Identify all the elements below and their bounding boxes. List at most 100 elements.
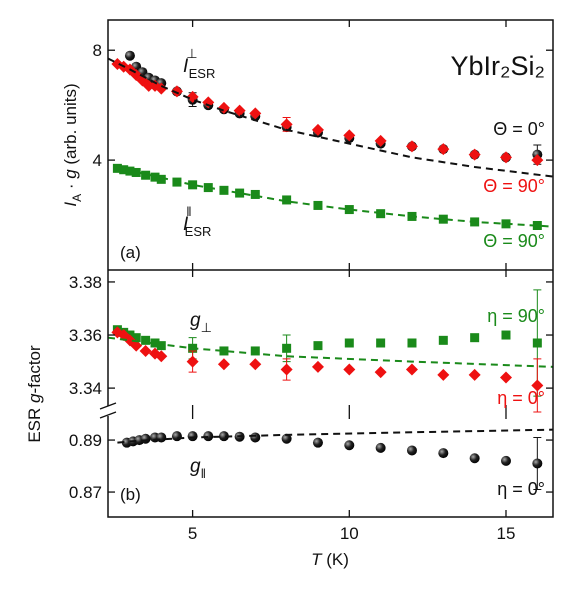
- data-point: [170, 85, 183, 98]
- data-point: [249, 358, 262, 371]
- data-point: [186, 355, 199, 368]
- data-point: [437, 143, 450, 156]
- data-point: [233, 104, 246, 117]
- data-point: [156, 341, 166, 351]
- data-point: [374, 366, 387, 379]
- data-point: [375, 442, 386, 453]
- x-tick-label: 5: [188, 524, 197, 543]
- data-point: [235, 188, 245, 198]
- fit-line: [114, 166, 554, 228]
- fit-line: [117, 428, 554, 444]
- y-tick-label: 4: [93, 151, 102, 170]
- data-point: [499, 151, 512, 164]
- y-tick-label: 3.34: [69, 379, 102, 398]
- data-point: [119, 165, 129, 175]
- data-point: [407, 338, 417, 348]
- data-point: [312, 437, 323, 448]
- data-point: [281, 433, 292, 444]
- data-point: [156, 174, 166, 184]
- chart-title: YbIr₂Si₂: [451, 51, 546, 81]
- y-tick-label: 0.87: [69, 483, 102, 502]
- data-point: [282, 343, 292, 353]
- data-point: [532, 338, 542, 348]
- data-point: [280, 363, 293, 376]
- data-point: [344, 440, 355, 451]
- data-point: [470, 333, 480, 343]
- annotation: Iǁ ESR: [183, 204, 211, 239]
- data-point: [311, 360, 324, 373]
- data-point: [250, 346, 260, 356]
- data-point: [150, 338, 160, 348]
- x-tick-label: 15: [497, 524, 516, 543]
- data-point: [438, 448, 449, 459]
- data-point: [405, 140, 418, 153]
- data-point: [438, 335, 448, 345]
- data-point: [142, 79, 155, 92]
- data-point: [219, 346, 229, 356]
- frame: [107, 19, 554, 518]
- data-point: [250, 189, 260, 199]
- data-point: [343, 363, 356, 376]
- data-point: [438, 214, 448, 224]
- legend-label: Θ = 90°: [483, 231, 545, 251]
- data-point: [156, 432, 167, 443]
- data-point: [218, 431, 229, 442]
- data-point: [469, 453, 480, 464]
- y-tick-label: 3.38: [69, 273, 102, 292]
- data-point: [217, 101, 230, 114]
- data-point: [501, 330, 511, 340]
- data-point: [531, 379, 544, 392]
- data-point: [343, 129, 356, 142]
- y-tick-label: 8: [93, 41, 102, 60]
- data-point: [139, 344, 152, 357]
- data-point: [117, 329, 130, 342]
- data-point: [374, 134, 387, 147]
- data-point: [532, 458, 543, 469]
- y-axis-label: ESR g-factor: [25, 345, 44, 443]
- data-point: [187, 431, 198, 442]
- data-point: [155, 350, 168, 363]
- data-point: [282, 195, 292, 205]
- data-point: [141, 335, 151, 345]
- data-point: [531, 154, 544, 167]
- annotation: I⊥ ESR: [183, 46, 215, 81]
- data-point: [344, 205, 354, 215]
- data-point: [499, 371, 512, 384]
- x-axis-label: T (K): [311, 550, 349, 569]
- y-tick-label: 3.36: [69, 326, 102, 345]
- y-axis-label: IA · g (arb. units): [61, 83, 84, 206]
- fit-line: [107, 336, 554, 368]
- axis-break: [99, 402, 117, 410]
- data-point: [171, 431, 182, 442]
- data-point: [130, 339, 143, 352]
- fit-line: [107, 57, 554, 178]
- data-point: [124, 50, 135, 61]
- data-point: [344, 338, 354, 348]
- data-point: [311, 123, 324, 136]
- annotation: gǁ: [190, 456, 206, 481]
- legend-label: η = 0°: [497, 479, 545, 499]
- panel-label: (b): [120, 485, 141, 504]
- legend-label: Θ = 0°: [493, 119, 545, 139]
- y-tick-label: 0.89: [69, 431, 102, 450]
- legend-label: η = 0°: [497, 388, 545, 408]
- x-tick-label: 10: [340, 524, 359, 543]
- plot-area: [107, 50, 554, 490]
- data-point: [217, 358, 230, 371]
- data-point: [250, 432, 261, 443]
- data-point: [140, 433, 151, 444]
- annotation: g⊥: [190, 310, 212, 335]
- legend-label: Θ = 90°: [483, 176, 545, 196]
- data-point: [188, 180, 198, 190]
- data-point: [532, 220, 542, 230]
- data-point: [437, 368, 450, 381]
- data-point: [155, 82, 168, 95]
- axis-break: [99, 411, 117, 419]
- data-point: [405, 363, 418, 376]
- data-point: [280, 118, 293, 131]
- data-point: [203, 431, 214, 442]
- data-point: [141, 170, 151, 180]
- data-point: [313, 341, 323, 351]
- data-point: [131, 333, 141, 343]
